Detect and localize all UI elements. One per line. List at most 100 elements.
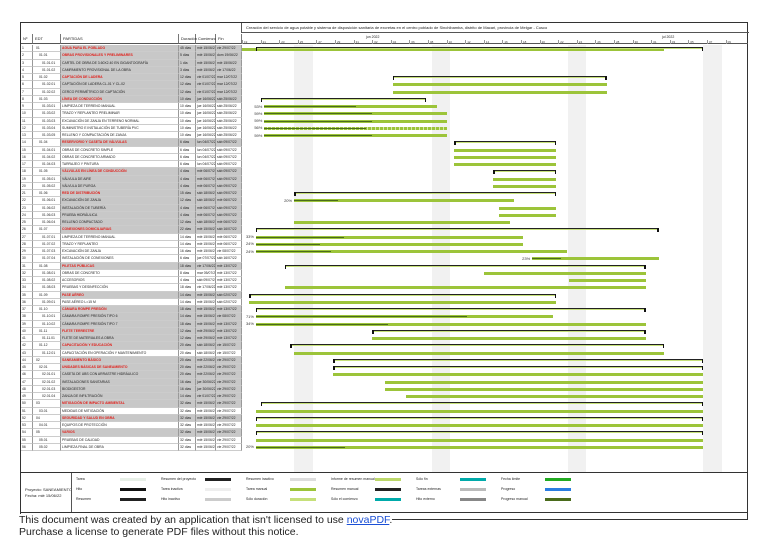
task-row[interactable]: 4 01.01.02 CAMPAMENTO PROVISIONAL DE LA OB… (21, 66, 242, 74)
summary-bar[interactable] (493, 170, 557, 175)
task-bar[interactable] (493, 177, 557, 181)
summary-bar[interactable] (392, 76, 607, 80)
task-row[interactable]: 10 01.03.02 TRAZO Y REPLANTEO PRELIMINAR 10… (21, 110, 242, 118)
summary-task-row[interactable]: 31 01.08 PILETAS PÚBLICAS 18 días vie 17/06/… (21, 262, 242, 270)
summary-bar[interactable] (333, 358, 704, 363)
summary-task-row[interactable]: 45 02.01 UNIDADES BÁSICAS DE SANEAMIENTO 20… (21, 364, 242, 372)
task-row[interactable]: 9 01.03.01 LIMPIEZA DE TERRENO MANUAL 10 dí… (21, 103, 242, 111)
task-row[interactable]: 53 04.01 EQUIPOS DE PROTECCIÓN 32 días mié 1… (21, 422, 242, 430)
novapdf-link[interactable]: novaPDF (346, 514, 390, 526)
task-row[interactable]: 19 01.05.01 VÁLVULA DE AIRE 4 días mié 06/07… (21, 175, 242, 183)
summary-task-row[interactable]: 21 01.06 RED DE DISTRIBUCIÓN 15 días sáb 18/… (21, 190, 242, 198)
task-bar[interactable] (264, 105, 438, 108)
summary-bar[interactable] (284, 264, 646, 269)
task-row[interactable]: 49 02.01.04 ZANJA DE INFILTRACIÓN 14 días vi… (21, 393, 242, 401)
task-bar[interactable] (255, 322, 646, 326)
task-bar[interactable] (405, 395, 704, 398)
task-row[interactable]: 36 01.09.01 PASE AÉREO L=15 M 14 días mié 15… (21, 298, 242, 306)
task-bar[interactable] (493, 184, 557, 188)
task-bar[interactable] (255, 315, 553, 319)
task-bar[interactable] (385, 387, 704, 391)
task-row[interactable]: 23 01.06.02 INSTALACIÓN DE TUBERÍA 4 días mi… (21, 204, 242, 212)
task-bar[interactable] (255, 445, 704, 449)
task-bar[interactable] (392, 83, 607, 87)
summary-bar[interactable] (260, 97, 427, 102)
summary-bar[interactable] (454, 141, 557, 146)
summary-bar[interactable] (255, 228, 659, 233)
task-row[interactable]: 32 01.08.01 OBRAS DE CONCRETO 8 días mar 05/… (21, 269, 242, 277)
summary-task-row[interactable]: 8 01.03 LÍNEA DE CONDUCCIÓN 10 días jue 16/0… (21, 95, 242, 103)
summary-task-row[interactable]: 37 01.10 CÁMARA ROMPE PRESIÓN 18 días mié 15… (21, 306, 242, 314)
task-row[interactable]: 27 01.07.01 LIMPIEZA DE TERRENO MANUAL 14 d… (21, 233, 242, 241)
task-row[interactable]: 51 03.01 MEDIDAS DE MITIGACIÓN 32 días mié 1… (21, 407, 242, 415)
summary-bar[interactable] (333, 366, 704, 370)
task-row[interactable]: 6 01.02.01 CAPTACIÓN DE LADERA CL-01 Y CL-… (21, 81, 242, 89)
task-bar[interactable] (532, 257, 659, 261)
task-bar[interactable] (294, 221, 510, 224)
task-bar[interactable] (498, 213, 557, 217)
task-row[interactable]: 7 01.02.02 CERCO PERIMÉTRICO DE CAPTACIÓN 1… (21, 88, 242, 96)
task-bar[interactable] (483, 271, 646, 275)
task-row[interactable]: 25 01.06.04 RELLENO COMPACTADO 12 días sáb 1… (21, 219, 242, 227)
summary-bar[interactable] (372, 329, 647, 334)
task-row[interactable]: 11 01.03.03 EXCAVACIÓN DE ZANJA EN TERRENO… (21, 117, 242, 125)
task-row[interactable]: 12 01.03.04 SUMINISTRO E INSTALACIÓN DE TU… (21, 124, 242, 132)
task-bar[interactable] (498, 206, 557, 210)
summary-task-row[interactable]: 54 05 VARIOS 32 días mié 15/06/22 vie 29/07/2… (21, 429, 242, 437)
summary-task-row[interactable]: 26 01.07 CONEXIONES DOMICILIARIAS 22 días mi… (21, 226, 242, 234)
task-bar[interactable] (255, 424, 704, 427)
task-row[interactable]: 22 01.06.01 EXCAVACIÓN DE ZANJA 12 días sáb … (21, 197, 242, 205)
task-row[interactable]: 3 01.01.01 CARTEL DE OBRA DE 3.60X2.40 EN … (21, 59, 242, 67)
task-row[interactable]: 24 01.06.03 PRUEBA HIDRÁULICA 4 días mié 06/… (21, 211, 242, 219)
task-row[interactable]: 33 01.08.02 ACCESORIOS 4 días sáb 09/07/22 mi… (21, 277, 242, 285)
summary-task-row[interactable]: 52 04 SEGURIDAD Y SALUD EN OBRA 32 días mié … (21, 414, 242, 422)
task-bar[interactable] (242, 48, 665, 51)
summary-bar[interactable] (260, 402, 704, 407)
task-row[interactable]: 56 05.02 LIMPIEZA FINAL DE OBRA 32 días mié … (21, 443, 242, 451)
summary-task-row[interactable]: 44 02 SANEAMIENTO BÁSICO 20 días mié 22/06/2… (21, 356, 242, 364)
task-row[interactable]: 39 01.10.02 CÁMARA ROMPE PRESIÓN TIPO 7 18 … (21, 320, 242, 328)
task-bar[interactable] (569, 279, 646, 282)
task-row[interactable]: 16 01.04.02 OBRAS DE CONCRETO ARMADO 6 días… (21, 153, 242, 161)
summary-bar[interactable] (294, 192, 557, 196)
task-row[interactable]: 17 01.04.03 TARRAJEO Y PINTURA 6 días lun 04… (21, 161, 242, 169)
task-row[interactable]: 38 01.10.01 CÁMARA ROMPE PRESIÓN TIPO 6 14 … (21, 313, 242, 321)
summary-task-row[interactable]: 1 01 AGUA PARA EL POBLADO 45 días mié 15/06/… (21, 45, 242, 53)
task-bar[interactable] (255, 235, 523, 239)
task-row[interactable]: 55 05.01 PRUEBAS DE CALIDAD 32 días mié 15/0… (21, 436, 242, 444)
task-row[interactable]: 20 01.05.02 VÁLVULA DE PURGA 4 días mié 06/0… (21, 182, 242, 190)
task-bar[interactable] (264, 119, 447, 123)
task-row[interactable]: 34 01.08.03 PRUEBAS Y DESINFECCIÓN 18 días v… (21, 284, 242, 292)
task-bar[interactable] (255, 409, 704, 413)
task-bar[interactable] (333, 373, 704, 377)
summary-task-row[interactable]: 50 03 MITIGACIÓN DE IMPACTO AMBIENTAL 32 dí… (21, 400, 242, 408)
task-bar[interactable] (372, 337, 646, 340)
summary-task-row[interactable]: 5 01.02 CAPTACIÓN DE LADERA 12 días vie 01/0… (21, 74, 242, 82)
task-bar[interactable] (255, 250, 568, 253)
task-row[interactable]: 47 02.01.02 INSTALACIONES SANITARIAS 16 día… (21, 378, 242, 386)
summary-bar[interactable] (255, 416, 704, 421)
task-bar[interactable] (385, 380, 704, 384)
task-bar[interactable] (454, 148, 557, 152)
summary-task-row[interactable]: 14 01.04 RESERVORIO Y CASETA DE VÁLVULAS 6 … (21, 139, 242, 147)
summary-task-row[interactable]: 18 01.05 VÁLVULAS EN LÍNEA DE CONDUCCIÓN 4 … (21, 168, 242, 176)
task-row[interactable]: 15 01.04.01 OBRAS DE CONCRETO SIMPLE 6 días… (21, 146, 242, 154)
task-row[interactable]: 41 01.11.01 FLETE DE MATERIALES A OBRA 12 d… (21, 335, 242, 343)
task-bar[interactable] (454, 155, 557, 159)
summary-task-row[interactable]: 40 01.11 FLETE TERRESTRE 12 días mié 29/06/2… (21, 327, 242, 335)
task-bar[interactable] (249, 300, 557, 304)
task-bar[interactable] (454, 163, 557, 166)
summary-bar[interactable] (290, 344, 665, 349)
task-bar[interactable] (255, 438, 704, 442)
task-row[interactable]: 46 02.01.01 CASETA DE UBS CON ARRASTRE HID… (21, 371, 242, 379)
task-bar[interactable] (264, 134, 447, 137)
summary-bar[interactable] (255, 431, 704, 436)
summary-task-row[interactable]: 35 01.09 PASE AÉREO 14 días mié 15/06/22 sáb … (21, 291, 242, 299)
task-row[interactable]: 29 01.07.03 EXCAVACIÓN DE ZANJA 16 días mié … (21, 248, 242, 256)
summary-bar[interactable] (255, 308, 646, 312)
summary-bar[interactable] (249, 293, 557, 298)
task-bar[interactable] (294, 351, 665, 355)
task-bar[interactable] (392, 90, 607, 94)
task-row[interactable]: 13 01.03.05 RELLENO Y COMPACTACIÓN DE ZANJ… (21, 132, 242, 140)
task-row[interactable]: 43 01.12.01 CAPACITACIÓN EN OPERACIÓN Y MA… (21, 349, 242, 357)
